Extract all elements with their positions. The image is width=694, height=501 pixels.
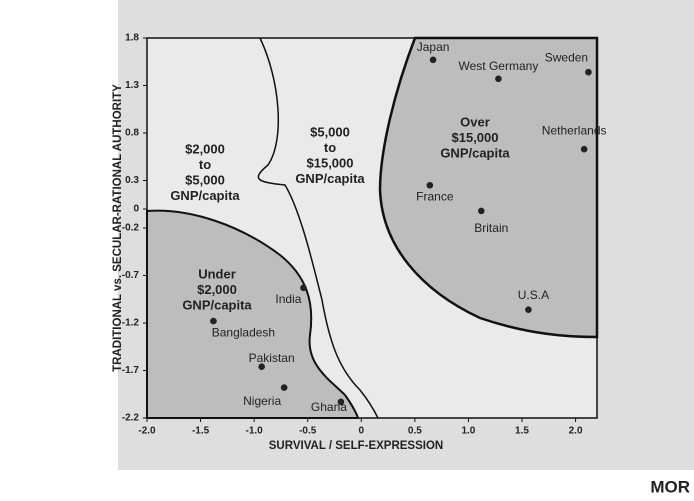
point — [280, 384, 288, 391]
x-tick-label: 0 — [359, 426, 365, 437]
region-low — [146, 209, 360, 419]
region-label: $15,000 — [452, 130, 499, 145]
x-tick-label: -2.0 — [138, 426, 156, 437]
y-axis-title: TRADITIONAL vs. SECULAR-RATIONAL AUTHORI… — [112, 84, 124, 372]
region-label: $15,000 — [307, 155, 354, 170]
region-label: GNP/capita — [295, 171, 365, 186]
point-label: Netherlands — [542, 123, 607, 137]
y-tick-label: 0 — [133, 204, 139, 215]
x-tick-label: -0.5 — [299, 426, 317, 437]
point — [585, 68, 592, 76]
point-label: Japan — [417, 40, 450, 54]
y-tick-label: 1.8 — [125, 33, 139, 44]
y-tick-label: -1.2 — [122, 318, 140, 329]
point-label: France — [416, 189, 454, 203]
region-label: $2,000 — [197, 282, 237, 297]
region-label: $5,000 — [185, 172, 225, 187]
point — [258, 363, 265, 371]
x-tick-label: -1.0 — [246, 426, 264, 437]
point — [337, 398, 345, 406]
x-axis-title: SURVIVAL / SELF-EXPRESSION — [269, 440, 443, 452]
x-tick-label: -1.5 — [192, 426, 210, 437]
region-label: $5,000 — [310, 124, 350, 139]
point — [426, 181, 434, 189]
region-label: to — [199, 157, 211, 172]
point — [429, 56, 437, 64]
point — [210, 317, 217, 325]
point-label: Bangladesh — [212, 325, 275, 339]
region-label: Over — [460, 114, 490, 129]
point-label: Sweden — [545, 50, 588, 64]
x-tick-label: 1.0 — [461, 426, 475, 437]
point-label: Britain — [474, 221, 508, 235]
point — [580, 145, 588, 153]
point — [300, 284, 307, 292]
region-label: GNP/capita — [170, 188, 240, 203]
x-tick-label: 0.5 — [408, 426, 422, 437]
region-label: GNP/capita — [182, 297, 252, 312]
point-label: U.S.A — [518, 288, 549, 302]
point — [495, 75, 502, 83]
x-tick-label: 1.5 — [515, 426, 529, 437]
point-label: Nigeria — [243, 394, 281, 408]
y-tick-label: 0.3 — [125, 175, 139, 186]
footer-text: MOR — [650, 477, 690, 496]
y-tick-label: -0.2 — [122, 223, 140, 234]
region-label: to — [324, 140, 336, 155]
point — [525, 306, 532, 314]
y-tick-label: -2.2 — [122, 413, 140, 424]
region-high — [378, 36, 599, 339]
point-label: India — [275, 292, 301, 306]
y-tick-label: -0.7 — [122, 270, 140, 281]
point-label: West Germany — [459, 59, 539, 73]
point — [477, 207, 485, 215]
region-label: Under — [198, 266, 236, 281]
boundary — [257, 37, 379, 419]
region-label: $2,000 — [185, 141, 225, 156]
y-tick-label: 1.3 — [125, 80, 139, 91]
y-tick-label: -1.7 — [122, 365, 140, 376]
y-tick-label: 0.8 — [125, 128, 139, 139]
x-tick-label: 2.0 — [569, 426, 583, 437]
point-label: Pakistan — [249, 351, 295, 365]
point-label: Ghana — [311, 400, 347, 414]
region-label: GNP/capita — [440, 145, 510, 160]
